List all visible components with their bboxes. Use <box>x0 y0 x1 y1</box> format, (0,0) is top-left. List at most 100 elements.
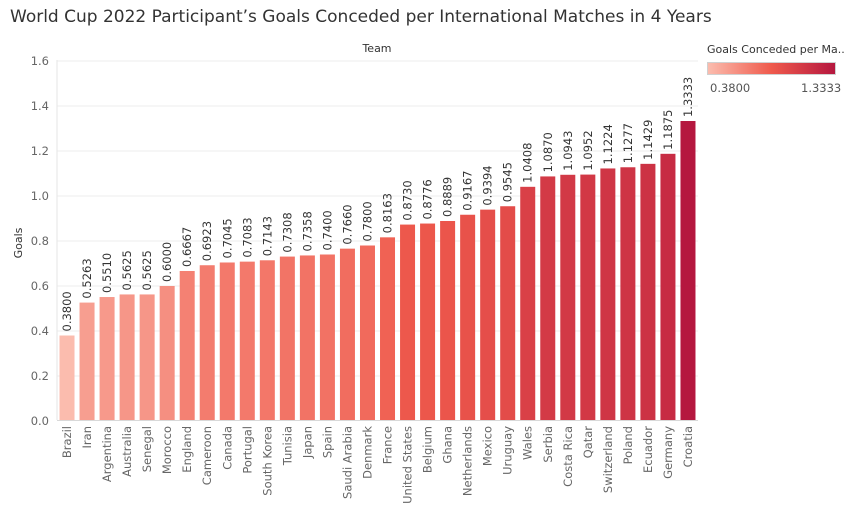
y-tick-label: 0.2 <box>31 369 49 383</box>
bar <box>159 286 175 420</box>
category-label: Morocco <box>160 426 174 474</box>
data-label: 0.6667 <box>180 227 194 267</box>
gridlines: 0.0 0.2 0.4 0.6 0.8 1.0 1.2 1.4 1.6 <box>31 54 698 428</box>
data-label: 0.8730 <box>401 180 415 220</box>
bar <box>99 297 115 420</box>
column-header: Team <box>361 42 391 55</box>
data-label: 0.3800 <box>60 291 74 331</box>
bar <box>359 245 375 420</box>
bar <box>440 220 456 420</box>
data-label: 1.0408 <box>521 143 535 183</box>
bar <box>600 168 616 420</box>
color-legend: Goals Conceded per Ma.. 0.3800 1.3333 <box>707 43 845 95</box>
category-label: Wales <box>521 426 535 460</box>
data-labels: 0.3800 0.5263 0.5510 0.5625 0.5625 0.6000 0.66… <box>60 77 695 332</box>
bar <box>380 237 396 420</box>
bar <box>239 261 255 420</box>
legend-title: Goals Conceded per Ma.. <box>707 43 845 56</box>
category-label: Cameroon <box>200 426 214 485</box>
y-tick-label: 0.4 <box>31 324 49 338</box>
category-label: Ghana <box>441 426 455 464</box>
category-label: Ecuador <box>641 426 655 473</box>
data-label: 1.0952 <box>581 130 595 170</box>
bar <box>219 262 235 420</box>
y-tick-label: 0.6 <box>31 279 49 293</box>
data-label: 0.7045 <box>220 218 234 258</box>
category-label: Uruguay <box>501 426 515 475</box>
bar <box>520 186 536 420</box>
data-label: 0.9167 <box>461 170 475 210</box>
bar <box>680 121 696 420</box>
chart-title: World Cup 2022 Participant’s Goals Conce… <box>10 7 712 27</box>
y-tick-label: 1.4 <box>31 99 49 113</box>
legend-max-label: 1.3333 <box>801 81 842 95</box>
category-label: England <box>180 426 194 473</box>
y-tick-label: 0.0 <box>31 414 49 428</box>
bar <box>259 260 275 420</box>
category-label: Australia <box>120 426 134 477</box>
category-label: Iran <box>80 426 94 448</box>
data-label: 0.8163 <box>381 193 395 233</box>
bar <box>500 206 516 420</box>
data-label: 0.7308 <box>280 212 294 252</box>
category-label: Costa Rica <box>561 426 575 487</box>
category-label: Japan <box>300 426 314 459</box>
category-labels: Brazil Iran Argentina Australia Senegal Moroc… <box>60 426 695 504</box>
category-label: France <box>381 426 395 464</box>
data-label: 1.3333 <box>681 77 695 117</box>
data-label: 1.0870 <box>541 132 555 172</box>
category-label: Saudi Arabia <box>340 426 354 499</box>
data-label: 0.7400 <box>320 210 334 250</box>
bar <box>620 167 636 420</box>
category-label: Canada <box>220 426 234 470</box>
category-label: Netherlands <box>461 426 475 496</box>
bar <box>319 254 335 420</box>
data-label: 0.8889 <box>441 177 455 217</box>
category-label: Poland <box>621 426 635 464</box>
category-label: Croatia <box>681 426 695 467</box>
category-label: Serbia <box>541 426 555 463</box>
legend-min-label: 0.3800 <box>710 81 751 95</box>
data-label: 1.1875 <box>661 110 675 150</box>
data-label: 0.8776 <box>421 179 435 219</box>
category-label: Portugal <box>240 426 254 474</box>
data-label: 0.7358 <box>300 211 314 251</box>
bar <box>339 248 355 420</box>
y-tick-label: 0.8 <box>31 234 49 248</box>
category-label: South Korea <box>260 426 274 496</box>
bar <box>59 335 75 420</box>
bar <box>79 302 95 420</box>
category-label: Tunisia <box>280 426 294 466</box>
data-label: 1.1224 <box>601 124 615 164</box>
y-tick-label: 1.6 <box>31 54 49 68</box>
bar <box>279 256 295 420</box>
bar <box>660 153 676 420</box>
data-label: 1.1277 <box>621 123 635 163</box>
category-label: Denmark <box>360 426 374 479</box>
y-axis-title: Goals <box>12 227 25 258</box>
category-label: Mexico <box>481 426 495 466</box>
data-label: 0.7660 <box>340 204 354 244</box>
bar <box>139 294 155 420</box>
data-label: 0.6000 <box>160 242 174 282</box>
bar <box>580 174 596 420</box>
category-label: Switzerland <box>601 426 615 493</box>
category-label: Brazil <box>60 426 74 458</box>
bar <box>460 214 476 420</box>
data-label: 0.5625 <box>120 250 134 290</box>
data-label: 0.7143 <box>260 216 274 256</box>
category-label: Senegal <box>140 426 154 472</box>
data-label: 0.5263 <box>80 258 94 298</box>
bar <box>119 294 135 420</box>
legend-color-ramp <box>707 62 836 75</box>
bar <box>420 223 436 420</box>
data-label: 1.1429 <box>641 120 655 160</box>
data-label: 1.0943 <box>561 131 575 171</box>
category-label: Spain <box>320 426 334 458</box>
bar <box>480 209 496 420</box>
bar <box>199 265 215 420</box>
category-label: Belgium <box>421 426 435 473</box>
category-label: Qatar <box>581 426 595 459</box>
data-label: 0.7083 <box>240 217 254 257</box>
